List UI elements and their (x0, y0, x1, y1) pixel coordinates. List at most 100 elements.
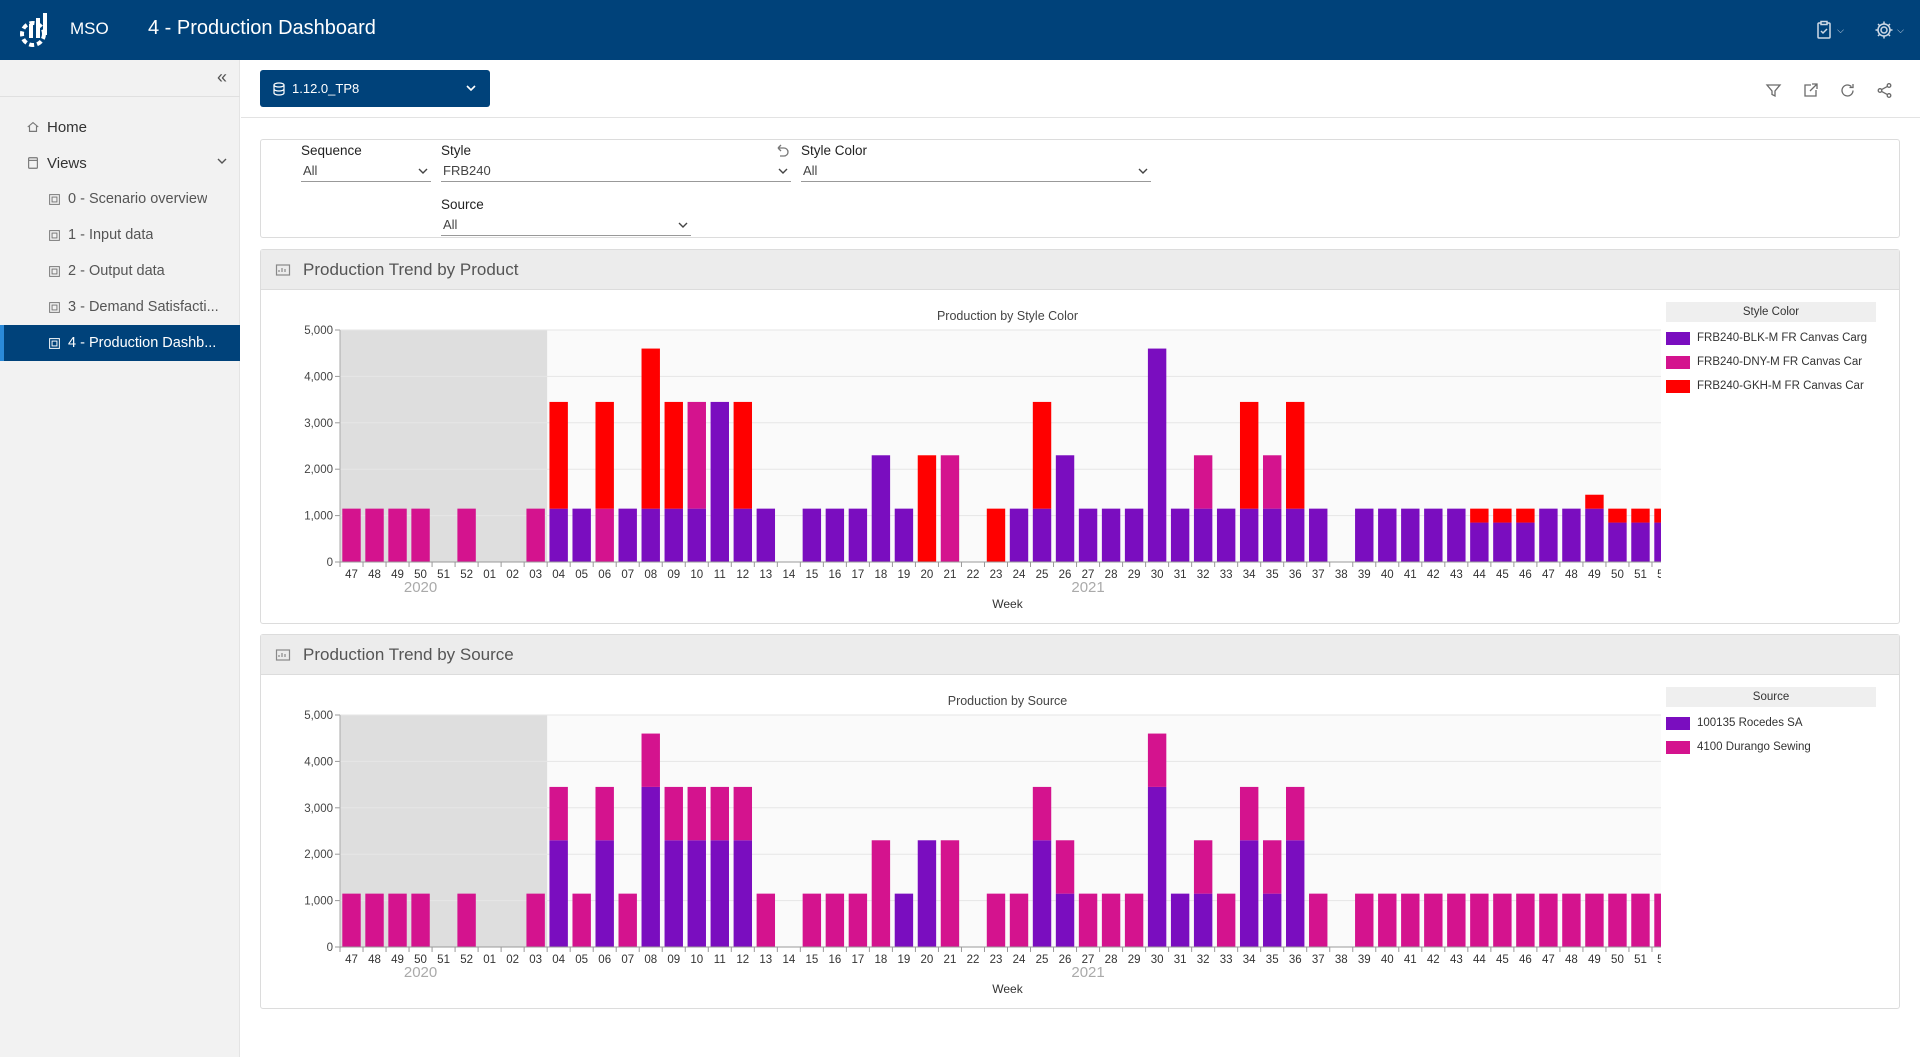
x-tick-label: 39 (1358, 954, 1371, 966)
bar-segment (1401, 508, 1420, 562)
bar-segment (756, 893, 776, 947)
bar-segment (1147, 733, 1167, 787)
bar-segment (940, 455, 960, 562)
legend-item[interactable]: 4100 Durango Sewing (1666, 735, 1876, 759)
x-tick-label: 26 (1059, 569, 1072, 581)
x-tick-label: 50 (414, 569, 427, 581)
bar-segment (1193, 455, 1213, 509)
open-external-button[interactable] (1799, 79, 1821, 101)
x-tick-label: 15 (805, 569, 818, 581)
bar-segment (1101, 893, 1121, 947)
filter-value: All (443, 217, 458, 232)
legend-item[interactable]: FRB240-DNY-M FR Canvas Car (1666, 350, 1876, 374)
panel-header: Production Trend by Source (261, 635, 1899, 675)
bar-segment (1239, 401, 1259, 509)
panel-title: Production Trend by Source (303, 644, 514, 664)
bar-segment (365, 893, 384, 947)
bar-segment (1493, 508, 1512, 523)
sidebar-item-label: 0 - Scenario overview (68, 191, 208, 207)
x-tick-label: 30 (1151, 569, 1164, 581)
bar-segment (1009, 893, 1029, 947)
source-select[interactable]: All (441, 214, 691, 236)
style-select[interactable]: FRB240 (441, 160, 791, 182)
bar-segment (1424, 508, 1443, 562)
undo-icon[interactable] (774, 142, 790, 158)
style-filter: Style FRB240 (441, 143, 791, 182)
x-tick-label: 42 (1427, 569, 1440, 581)
settings-menu-button[interactable]: ⌵ (1872, 17, 1906, 43)
database-icon (273, 81, 285, 96)
scenario-selector[interactable]: 1.12.0_TP8 (260, 70, 490, 107)
x-tick-label: 43 (1450, 954, 1463, 966)
style-color-select[interactable]: All (801, 160, 1151, 182)
chart-title: Production by Style Color (937, 309, 1078, 323)
x-tick-label: 16 (828, 569, 841, 581)
x-tick-label: 31 (1174, 569, 1187, 581)
bar-segment (1585, 508, 1604, 562)
legend-item[interactable]: FRB240-GKH-M FR Canvas Car (1666, 374, 1876, 398)
x-tick-label: 20 (921, 569, 934, 581)
bar-segment (871, 840, 891, 947)
bar-segment (618, 893, 637, 947)
chart-title: Production by Source (948, 694, 1068, 708)
year-label: 2020 (404, 579, 437, 596)
x-tick-label: 43 (1450, 569, 1463, 581)
sidebar-item-home[interactable]: Home (0, 109, 240, 145)
tasks-menu-button[interactable]: ⌵ (1812, 17, 1846, 43)
x-tick-label: 29 (1128, 954, 1141, 966)
x-tick-label: 03 (529, 569, 542, 581)
bar-segment (802, 508, 822, 562)
bar-segment (664, 786, 683, 841)
x-tick-label: 06 (598, 954, 611, 966)
x-tick-label: 34 (1243, 954, 1256, 966)
x-tick-label: 33 (1220, 954, 1233, 966)
bar-segment (917, 455, 937, 562)
legend-item[interactable]: 100135 Rocedes SA (1666, 711, 1876, 735)
bar-segment (1401, 893, 1420, 947)
x-tick-label: 41 (1404, 954, 1417, 966)
year-label: 2021 (1071, 579, 1104, 596)
x-tick-label: 21 (944, 954, 957, 966)
x-tick-label: 36 (1289, 569, 1302, 581)
bar-segment (1654, 893, 1661, 947)
panel-title: Production Trend by Product (303, 259, 519, 279)
share-button[interactable] (1873, 79, 1895, 101)
sidebar-item-views[interactable]: Views (0, 145, 240, 181)
legend-title: Source (1666, 687, 1876, 707)
x-tick-label: 21 (944, 569, 957, 581)
sidebar-item-demand-satisfaction[interactable]: 3 - Demand Satisfacti... (0, 289, 240, 325)
collapse-sidebar-icon[interactable]: « (216, 67, 227, 87)
x-tick-label: 20 (921, 954, 934, 966)
sidebar-item-scenario-overview[interactable]: 0 - Scenario overview (0, 181, 240, 217)
bar-segment (549, 840, 568, 947)
refresh-button[interactable] (1836, 79, 1858, 101)
filter-button[interactable] (1762, 79, 1784, 101)
sequence-select[interactable]: All (301, 160, 431, 182)
bar-segment (457, 893, 476, 947)
bar-segment (342, 508, 361, 562)
bar-segment (1193, 840, 1213, 894)
bar-segment (1585, 893, 1604, 947)
top-bar: MSO 4 - Production Dashboard ⌵ ⌵ (0, 0, 1920, 60)
bar-segment (1262, 840, 1282, 894)
chevron-down-icon (778, 168, 788, 174)
x-tick-label: 10 (690, 569, 703, 581)
scenario-name: 1.12.0_TP8 (292, 81, 360, 96)
legend-label: 4100 Durango Sewing (1697, 741, 1811, 753)
sidebar-item-output-data[interactable]: 2 - Output data (0, 253, 240, 289)
filter-icon (1765, 83, 1781, 97)
bar-segment (1216, 508, 1236, 562)
x-tick-label: 50 (1611, 954, 1624, 966)
bar-segment (1262, 455, 1282, 509)
legend-item[interactable]: FRB240-BLK-M FR Canvas Carg (1666, 326, 1876, 350)
bar-segment (526, 508, 545, 562)
chevron-down-icon (678, 222, 688, 228)
bar-segment (1286, 508, 1305, 562)
production-by-product-panel: Production Trend by Product 0 1,000 2,000 3… (260, 249, 1900, 624)
year-label: 2021 (1071, 964, 1104, 981)
sidebar-item-input-data[interactable]: 1 - Input data (0, 217, 240, 253)
x-tick-label: 48 (1565, 569, 1578, 581)
mso-logo-icon[interactable] (18, 10, 52, 50)
sidebar-item-production-dashboard[interactable]: 4 - Production Dashb... (0, 325, 240, 361)
x-tick-label: 32 (1197, 569, 1210, 581)
